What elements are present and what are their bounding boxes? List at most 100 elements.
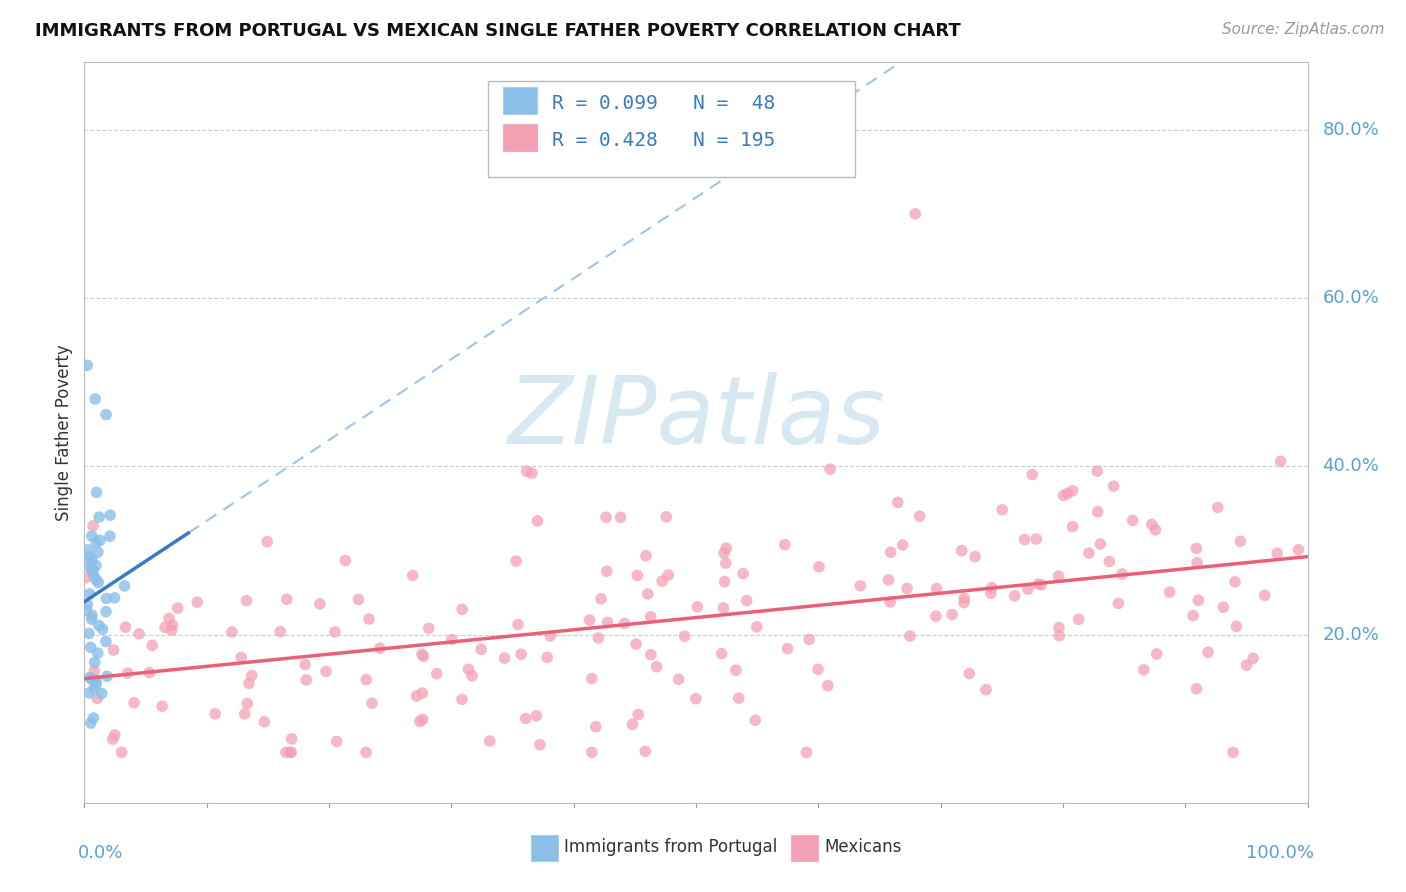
Point bbox=[80, 529, 103, 543]
Point bbox=[457, 662, 479, 676]
Point bbox=[80, 673, 103, 687]
Point bbox=[773, 538, 796, 552]
Point bbox=[494, 651, 516, 665]
Point bbox=[80, 552, 103, 566]
Point bbox=[589, 591, 612, 606]
Point bbox=[524, 708, 547, 723]
Point bbox=[887, 495, 910, 509]
Point bbox=[776, 641, 799, 656]
Point bbox=[87, 545, 110, 559]
Point bbox=[1185, 541, 1208, 556]
Point bbox=[103, 643, 125, 657]
Text: ZIPatlas: ZIPatlas bbox=[508, 372, 884, 463]
Point bbox=[974, 682, 997, 697]
Point bbox=[82, 562, 104, 576]
Point bbox=[668, 672, 690, 686]
Point bbox=[269, 624, 291, 639]
Bar bbox=[531, 835, 558, 861]
Point bbox=[817, 679, 839, 693]
Point bbox=[335, 553, 357, 567]
Point bbox=[278, 745, 301, 759]
Point bbox=[588, 631, 610, 645]
Point bbox=[84, 536, 107, 550]
Y-axis label: Single Father Poverty: Single Father Poverty bbox=[55, 344, 73, 521]
Point bbox=[104, 728, 127, 742]
Point bbox=[76, 359, 98, 373]
Point bbox=[799, 632, 821, 647]
Point bbox=[727, 691, 749, 706]
Text: 80.0%: 80.0% bbox=[1322, 120, 1379, 139]
Point bbox=[965, 549, 987, 564]
Point bbox=[83, 711, 105, 725]
Point bbox=[640, 648, 662, 662]
Point bbox=[409, 714, 432, 729]
Point bbox=[1067, 612, 1090, 626]
Point bbox=[128, 627, 150, 641]
Point bbox=[634, 549, 657, 563]
Point bbox=[461, 669, 484, 683]
Point bbox=[1187, 593, 1209, 607]
Point bbox=[405, 689, 427, 703]
Point bbox=[645, 660, 668, 674]
Point bbox=[162, 618, 184, 632]
Point bbox=[1223, 574, 1246, 589]
Point bbox=[276, 592, 298, 607]
Point bbox=[581, 672, 603, 686]
Point bbox=[86, 485, 108, 500]
Point bbox=[354, 673, 377, 687]
Point bbox=[506, 617, 529, 632]
Point bbox=[657, 568, 679, 582]
Point bbox=[515, 712, 537, 726]
Point bbox=[138, 665, 160, 680]
Point bbox=[716, 541, 738, 556]
Point bbox=[637, 587, 659, 601]
Point bbox=[83, 664, 105, 678]
Point bbox=[77, 626, 100, 640]
Point bbox=[686, 599, 709, 614]
Point bbox=[101, 732, 124, 747]
Point bbox=[595, 510, 617, 524]
Point bbox=[735, 593, 758, 607]
Point bbox=[1087, 505, 1109, 519]
Point bbox=[1062, 483, 1084, 498]
Point bbox=[796, 745, 818, 759]
Point bbox=[879, 595, 901, 609]
Point bbox=[236, 697, 259, 711]
Point bbox=[1056, 486, 1078, 500]
Point bbox=[157, 611, 180, 625]
Text: 100.0%: 100.0% bbox=[1246, 844, 1313, 862]
Point bbox=[122, 696, 145, 710]
Point bbox=[87, 575, 110, 590]
Point bbox=[529, 738, 551, 752]
Point bbox=[1241, 651, 1264, 665]
Point bbox=[1222, 745, 1244, 759]
Point bbox=[76, 603, 98, 617]
Point bbox=[402, 568, 425, 582]
Point bbox=[114, 620, 136, 634]
Point bbox=[1111, 567, 1133, 582]
Text: R = 0.428   N = 195: R = 0.428 N = 195 bbox=[551, 130, 775, 150]
Point bbox=[79, 671, 101, 685]
Point bbox=[925, 582, 948, 596]
Point bbox=[294, 657, 316, 672]
Point bbox=[1144, 523, 1167, 537]
Point bbox=[84, 558, 107, 573]
Point bbox=[354, 745, 377, 759]
FancyBboxPatch shape bbox=[488, 81, 855, 178]
Point bbox=[76, 542, 98, 557]
Point bbox=[624, 637, 647, 651]
Point bbox=[79, 587, 101, 601]
Point bbox=[79, 561, 101, 575]
Point bbox=[1052, 488, 1074, 502]
Point bbox=[141, 639, 163, 653]
Point bbox=[710, 647, 733, 661]
Point bbox=[713, 574, 735, 589]
Point bbox=[898, 629, 921, 643]
Point bbox=[90, 687, 112, 701]
Text: 0.0%: 0.0% bbox=[79, 844, 124, 862]
Point bbox=[1047, 629, 1070, 643]
Point bbox=[478, 734, 501, 748]
Point bbox=[1159, 585, 1181, 599]
Point bbox=[361, 696, 384, 710]
Bar bbox=[792, 835, 818, 861]
